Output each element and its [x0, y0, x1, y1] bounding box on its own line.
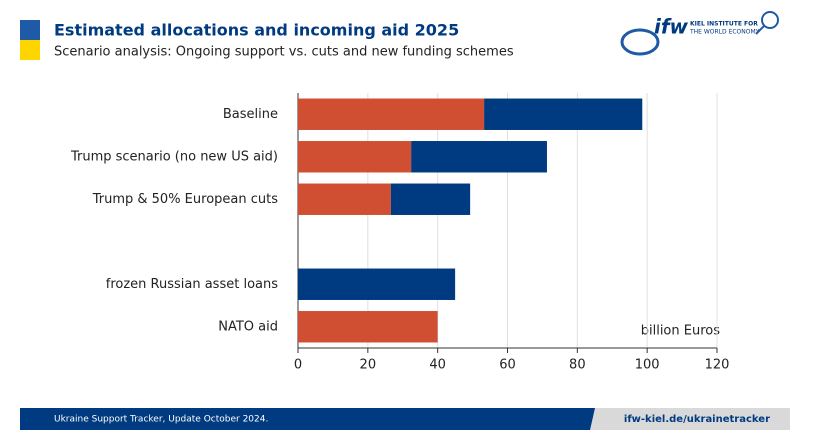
chart-title: Estimated allocations and incoming aid 2… [54, 21, 459, 40]
logo-text: KIEL INSTITUTE FOR [690, 21, 758, 28]
logo: ifw KIEL INSTITUTE FOR THE WORLD ECONOMY [620, 11, 779, 56]
search-icon-handle [755, 25, 765, 35]
bar [298, 311, 438, 343]
bar [484, 98, 643, 130]
footer-right: ifw-kiel.de/ukrainetracker [624, 414, 770, 425]
x-tick-label: 100 [635, 358, 660, 373]
logo-globe [620, 28, 660, 56]
bar [298, 141, 412, 173]
x-tick-label: 120 [705, 358, 730, 373]
logo-name: ifw [654, 15, 689, 39]
x-tick-label: 80 [569, 358, 586, 373]
x-tick-label: 40 [429, 358, 446, 373]
flag-yellow [20, 40, 40, 60]
bar [411, 141, 547, 173]
y-tick-label: frozen Russian asset loans [106, 277, 278, 292]
y-tick-label: NATO aid [218, 319, 278, 334]
flag-blue [20, 20, 40, 40]
y-tick-label: Baseline [223, 107, 278, 122]
search-icon[interactable] [761, 11, 779, 29]
y-tick-label: Trump scenario (no new US aid) [70, 149, 278, 164]
y-tick-label: Trump & 50% European cuts [92, 192, 278, 207]
footer-bar [20, 408, 595, 430]
logo-text: THE WORLD ECONOMY [689, 29, 760, 36]
bar [298, 98, 485, 130]
x-tick-label: 0 [294, 358, 302, 373]
x-tick-label: 60 [499, 358, 516, 373]
bar [298, 183, 391, 215]
x-tick-label: 20 [360, 358, 377, 373]
bar [298, 268, 456, 300]
chart-subtitle: Scenario analysis: Ongoing support vs. c… [54, 45, 514, 60]
footer-left: Ukraine Support Tracker, Update October … [54, 415, 268, 425]
unit-label: billion Euros [641, 324, 720, 339]
footer-right-bar [590, 408, 790, 430]
bar [390, 183, 471, 215]
